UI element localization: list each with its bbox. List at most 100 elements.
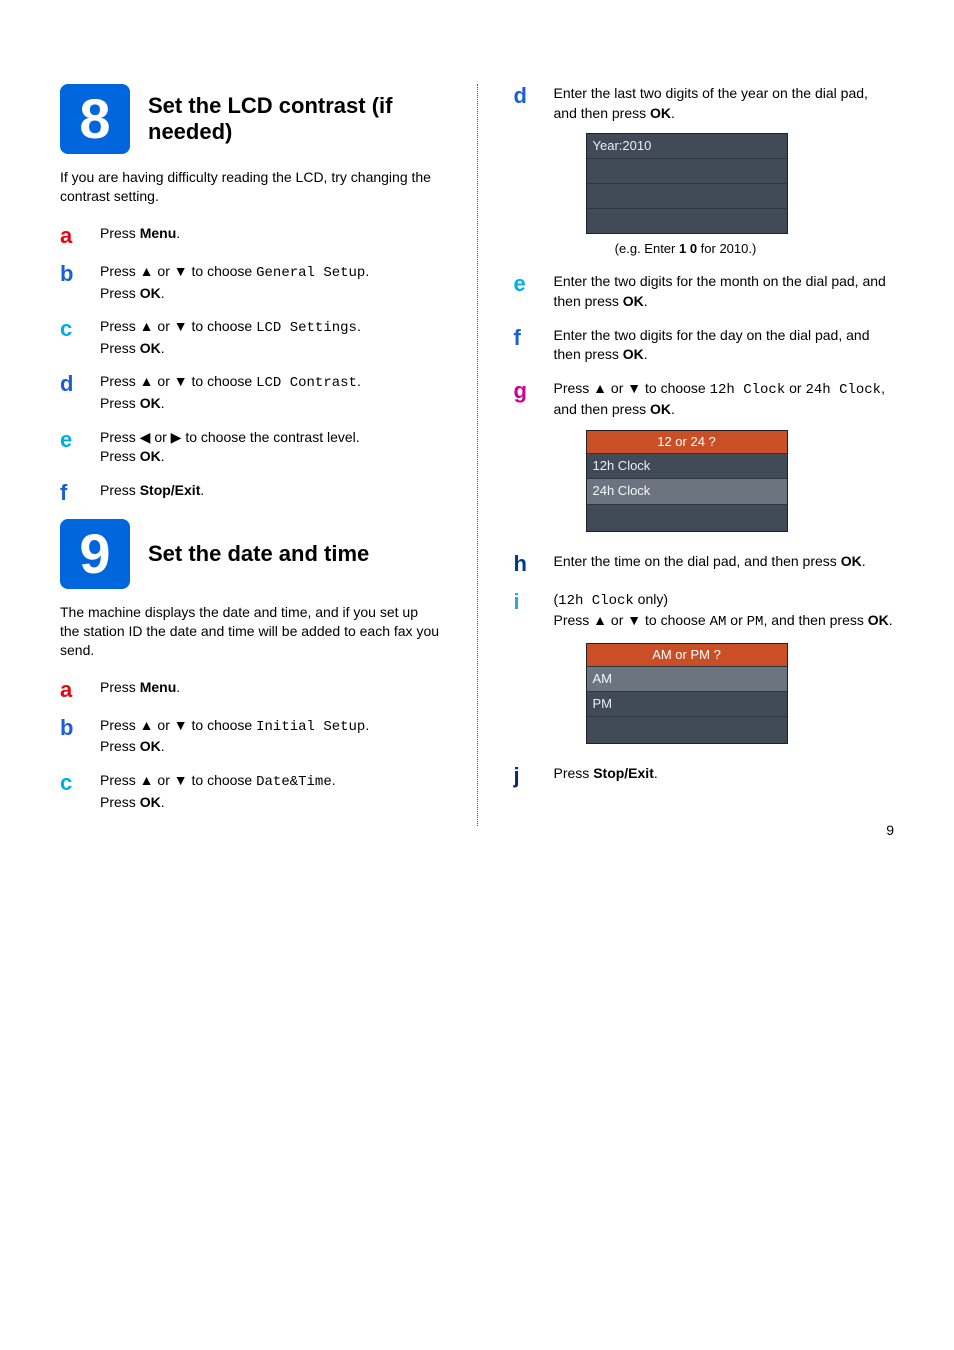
step-letter: b	[60, 262, 100, 286]
lcd-row-selected: 24h Clock	[587, 478, 787, 503]
mono: 24h Clock	[805, 382, 881, 398]
text: Press	[100, 448, 140, 464]
lcd-screen: AM or PM ? AM PM	[586, 643, 788, 745]
text: .	[176, 679, 180, 695]
text: .	[176, 225, 180, 241]
step-body: Enter the last two digits of the year on…	[554, 84, 895, 258]
bold: OK	[623, 346, 644, 362]
text: Press ▲ or ▼ to choose	[100, 717, 256, 733]
step-letter: f	[514, 326, 554, 350]
text: .	[357, 318, 361, 334]
step-letter: c	[60, 771, 100, 795]
text: Press	[100, 679, 140, 695]
step-8f: f Press Stop/Exit.	[60, 481, 441, 505]
text: Enter the time on the dial pad, and then…	[554, 553, 841, 569]
step-body: Enter the time on the dial pad, and then…	[554, 552, 895, 572]
lcd-row: PM	[587, 691, 787, 716]
text: Press	[554, 765, 594, 781]
text: .	[889, 612, 893, 628]
lcd-row-selected: AM	[587, 666, 787, 691]
text: Enter the two digits for the day on the …	[554, 327, 870, 363]
lcd-row: Year:2010	[587, 134, 787, 158]
step-letter: g	[514, 379, 554, 403]
text: Enter the last two digits of the year on…	[554, 85, 868, 121]
step-9c: c Press ▲ or ▼ to choose Date&Time. Pres…	[60, 771, 441, 812]
bold: OK	[140, 794, 161, 810]
section-8-title: Set the LCD contrast (if needed)	[148, 93, 441, 146]
lcd-display-year: Year:2010	[586, 133, 895, 234]
step-letter: d	[514, 84, 554, 108]
mono: Initial Setup	[256, 719, 365, 735]
text: Press ▲ or ▼ to choose	[100, 772, 256, 788]
text: Press ▲ or ▼ to choose	[100, 318, 256, 334]
bold: OK	[140, 285, 161, 301]
mono: Date&Time	[256, 774, 332, 790]
step-body: Enter the two digits for the month on th…	[554, 272, 895, 311]
step-letter: j	[514, 764, 554, 788]
step-9g: g Press ▲ or ▼ to choose 12h Clock or 24…	[514, 379, 895, 538]
step-9d: d Enter the last two digits of the year …	[514, 84, 895, 258]
step-8b: b Press ▲ or ▼ to choose General Setup. …	[60, 262, 441, 303]
step-letter: c	[60, 317, 100, 341]
text: for 2010.)	[697, 241, 756, 256]
text: (e.g. Enter	[615, 241, 679, 256]
text: Press	[100, 225, 140, 241]
mono: LCD Settings	[256, 320, 357, 336]
step-body: Press ◀ or ▶ to choose the contrast leve…	[100, 428, 441, 467]
lcd-caption: (e.g. Enter 1 0 for 2010.)	[586, 240, 786, 258]
text: .	[644, 293, 648, 309]
text: .	[365, 717, 369, 733]
text: Press ◀ or ▶ to choose the contrast leve…	[100, 429, 360, 445]
step-number-badge: 9	[60, 519, 130, 589]
text: .	[161, 738, 165, 754]
lcd-row: 12h Clock	[587, 453, 787, 478]
text: Enter the two digits for the month on th…	[554, 273, 886, 309]
lcd-display-clock: 12 or 24 ? 12h Clock 24h Clock	[586, 430, 895, 532]
mono: General Setup	[256, 265, 365, 281]
step-letter: e	[60, 428, 100, 452]
step-8a: a Press Menu.	[60, 224, 441, 248]
lcd-row-empty	[587, 716, 787, 743]
step-number-badge: 8	[60, 84, 130, 154]
step-body: Press Stop/Exit.	[100, 481, 441, 501]
bold: OK	[140, 448, 161, 464]
step-9f: f Enter the two digits for the day on th…	[514, 326, 895, 365]
step-9i: i (12h Clock only) Press ▲ or ▼ to choos…	[514, 590, 895, 751]
step-letter: d	[60, 372, 100, 396]
text: Press ▲ or ▼ to choose	[554, 380, 710, 396]
bold: OK	[650, 401, 671, 417]
step-8e: e Press ◀ or ▶ to choose the contrast le…	[60, 428, 441, 467]
step-letter: b	[60, 716, 100, 740]
mono: AM	[710, 614, 727, 630]
text: .	[654, 765, 658, 781]
step-letter: h	[514, 552, 554, 576]
section-9-title: Set the date and time	[148, 541, 369, 567]
lcd-display-ampm: AM or PM ? AM PM	[586, 643, 895, 745]
lcd-row-empty	[587, 504, 787, 531]
lcd-header: 12 or 24 ?	[587, 431, 787, 453]
step-letter: a	[60, 678, 100, 702]
section-9-header: 9 Set the date and time	[60, 519, 441, 589]
text: .	[161, 448, 165, 464]
step-9a: a Press Menu.	[60, 678, 441, 702]
page-number: 9	[886, 822, 894, 838]
text: .	[671, 105, 675, 121]
text: .	[161, 285, 165, 301]
bold: OK	[140, 340, 161, 356]
text: or	[726, 612, 746, 628]
lcd-row-empty	[587, 208, 787, 233]
text: or	[785, 380, 805, 396]
section-8-intro: If you are having difficulty reading the…	[60, 168, 441, 206]
step-8d: d Press ▲ or ▼ to choose LCD Contrast. P…	[60, 372, 441, 413]
text: Press ▲ or ▼ to choose	[100, 263, 256, 279]
text: Press ▲ or ▼ to choose	[554, 612, 710, 628]
lcd-screen: 12 or 24 ? 12h Clock 24h Clock	[586, 430, 788, 532]
section-9-intro: The machine displays the date and time, …	[60, 603, 441, 660]
text: Press	[100, 482, 140, 498]
bold: OK	[650, 105, 671, 121]
bold: Menu	[140, 679, 177, 695]
bold: 1 0	[679, 241, 697, 256]
text: , and then press	[763, 612, 867, 628]
step-body: Press Menu.	[100, 678, 441, 698]
text: Press	[100, 285, 140, 301]
